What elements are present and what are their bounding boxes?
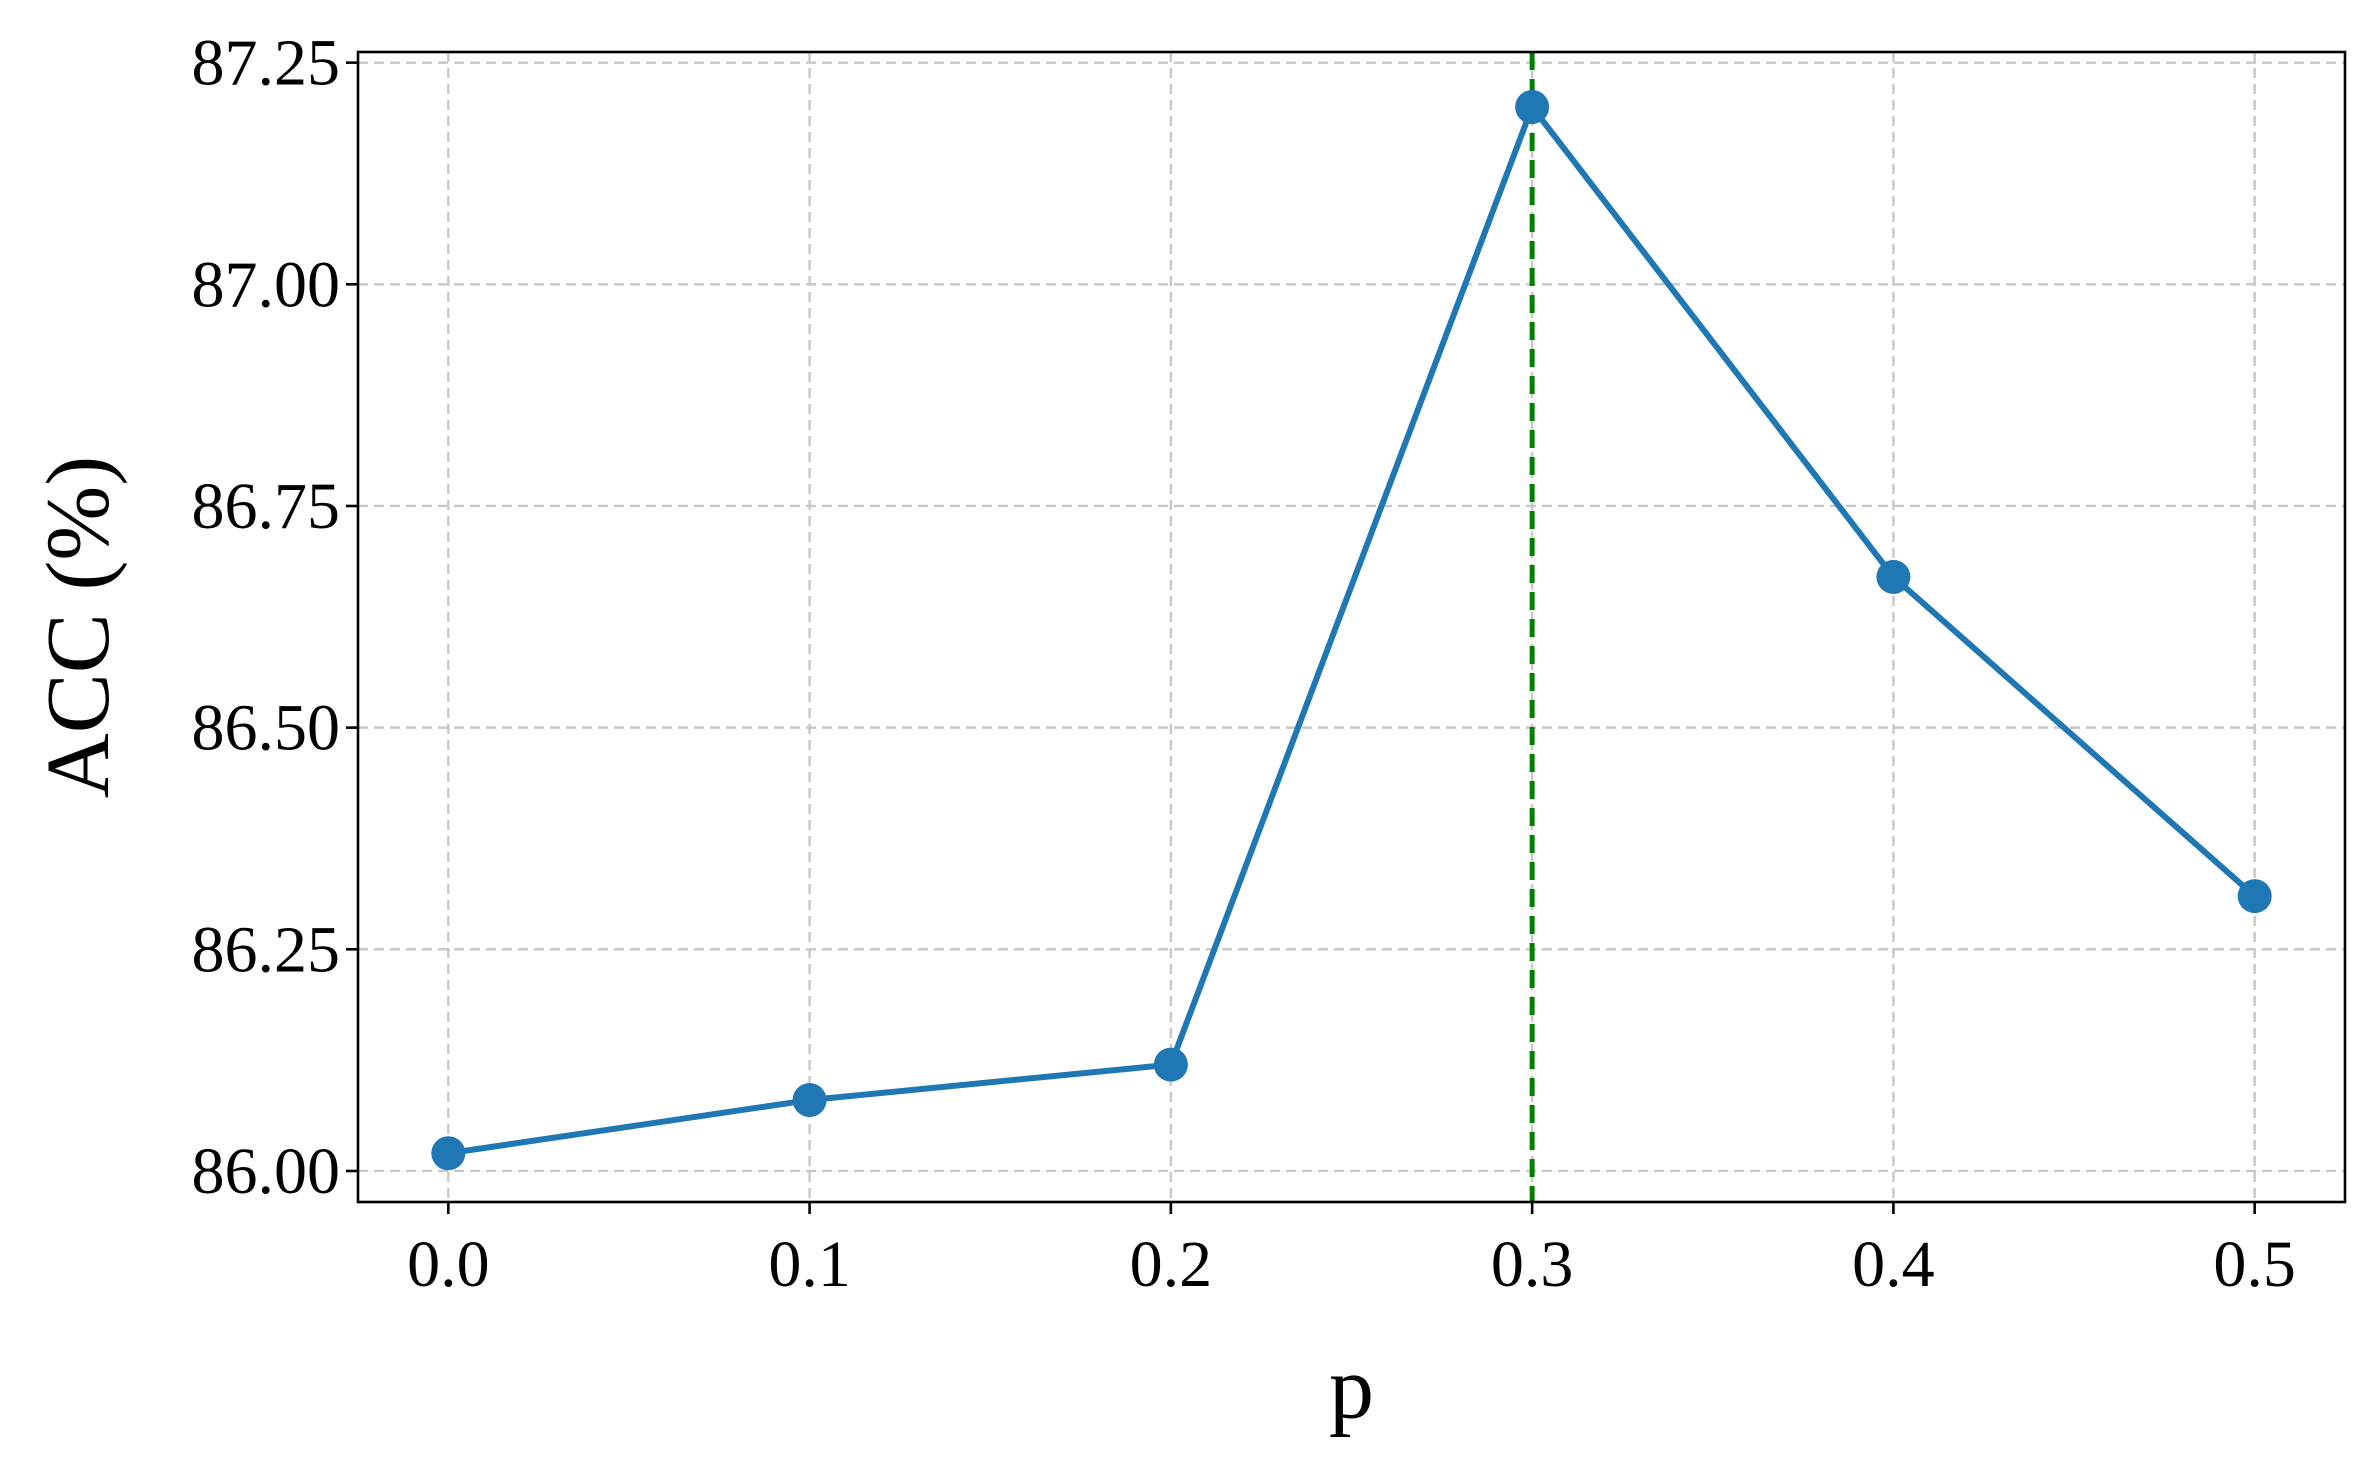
data-point <box>1153 1047 1188 1082</box>
data-point <box>1515 89 1550 124</box>
x-tick-label: 0.4 <box>1852 1228 1935 1301</box>
data-point <box>431 1136 466 1171</box>
grid <box>358 52 2345 1202</box>
data-point <box>792 1083 827 1118</box>
plot-frame <box>356 50 2347 1204</box>
y-axis-title: ACC (%) <box>29 456 128 798</box>
y-tick-label: 86.50 <box>192 692 341 765</box>
y-tick-label: 87.25 <box>192 27 341 100</box>
series-line <box>445 103 2258 1157</box>
ticks: 0.0 0.1 0.2 0.3 0.4 0.5 86.00 86.25 86.50 86.75 87… <box>192 27 2296 1301</box>
y-tick-label: 86.25 <box>192 913 341 986</box>
x-tick-label: 0.0 <box>407 1228 490 1301</box>
x-axis-title: p <box>1329 1339 1374 1438</box>
y-tick-label: 87.00 <box>192 248 341 321</box>
y-tick-label: 86.00 <box>192 1135 341 1208</box>
series-layer <box>431 89 2272 1171</box>
data-point <box>1876 559 1911 594</box>
y-tick-label: 86.75 <box>192 470 341 543</box>
x-tick-label: 0.1 <box>768 1228 851 1301</box>
data-point <box>2237 879 2272 914</box>
x-tick-label: 0.3 <box>1491 1228 1574 1301</box>
x-tick-label: 0.5 <box>2213 1228 2296 1301</box>
x-tick-label: 0.2 <box>1130 1228 1213 1301</box>
